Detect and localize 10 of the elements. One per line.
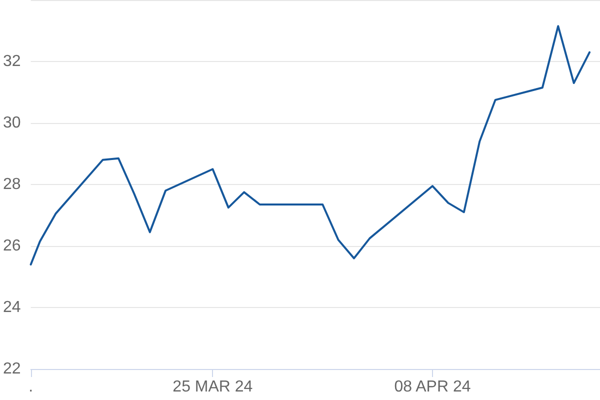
y-tick-label: 24	[3, 299, 21, 316]
x-tick-label: 08 APR 24	[394, 378, 471, 396]
x-tick-label: .	[28, 378, 34, 396]
y-tick-label: 22	[3, 360, 21, 378]
y-tick-label: 32	[3, 53, 21, 70]
y-tick-label: 26	[3, 238, 21, 254]
y-tick-label: 30	[3, 114, 21, 132]
x-tick-label: 25 MAR 24	[172, 378, 253, 396]
line-series	[30, 25, 591, 266]
y-tick-label: 28	[3, 176, 21, 193]
